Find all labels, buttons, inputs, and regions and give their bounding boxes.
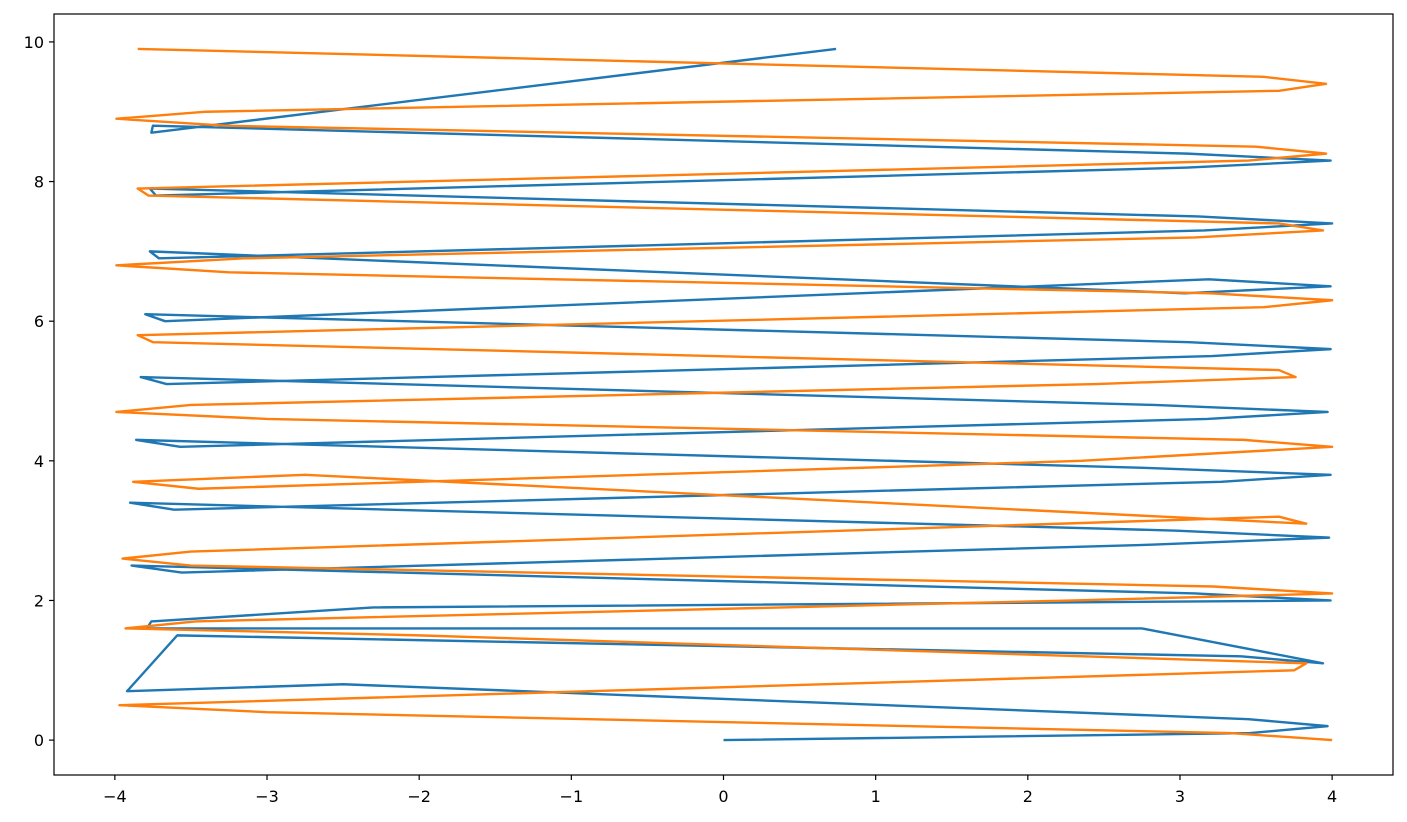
x-tick-label: −3: [255, 787, 279, 806]
y-axis: 0 2 4 6 8 10: [24, 33, 54, 750]
series-layer: [115, 47, 1334, 742]
y-tick-label: 10: [24, 33, 44, 52]
x-tick-label: 0: [718, 787, 728, 806]
x-tick-label: −4: [103, 787, 127, 806]
series-2-line: [115, 47, 1334, 742]
x-tick-label: 4: [1327, 787, 1337, 806]
x-axis: −4 −3 −2 −1 0 1 2 3 4: [103, 775, 1337, 806]
y-tick-label: 0: [34, 731, 44, 750]
x-tick-label: −2: [407, 787, 431, 806]
x-tick-label: 1: [871, 787, 881, 806]
x-tick-label: 3: [1175, 787, 1185, 806]
y-tick-label: 4: [34, 452, 44, 471]
series-1-line: [125, 47, 1334, 742]
y-tick-label: 6: [34, 312, 44, 331]
y-tick-label: 2: [34, 591, 44, 610]
y-tick-label: 8: [34, 173, 44, 192]
x-tick-label: 2: [1023, 787, 1033, 806]
x-tick-label: −1: [560, 787, 584, 806]
